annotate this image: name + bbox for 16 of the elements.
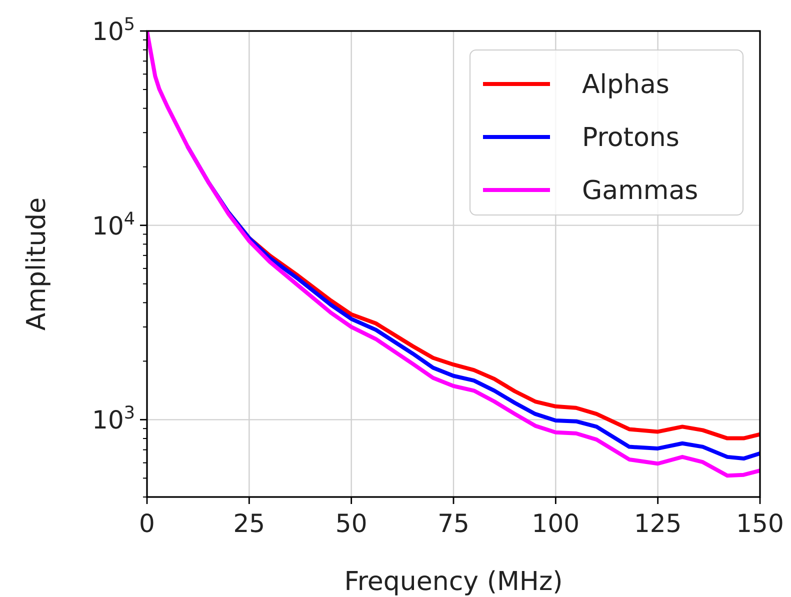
y-tick-label: 10$^{3}$	[92, 404, 135, 435]
y-tick-label: 10$^{4}$	[92, 209, 135, 240]
legend-label: Alphas	[582, 70, 670, 100]
x-tick-label: 75	[438, 509, 470, 538]
x-tick-label: 50	[335, 509, 368, 538]
x-tick-label: 150	[736, 509, 784, 538]
x-tick-label: 0	[139, 509, 155, 538]
x-tick-label: 125	[634, 509, 682, 538]
x-tick-label: 25	[233, 509, 266, 538]
x-axis-title: Frequency (MHz)	[344, 567, 563, 597]
x-tick-label: 100	[532, 509, 580, 538]
legend-label: Protons	[582, 123, 680, 153]
y-axis-title: Amplitude	[22, 197, 52, 331]
legend-label: Gammas	[582, 176, 698, 206]
line-series	[147, 31, 760, 478]
y-tick-label: 10$^{5}$	[92, 15, 135, 46]
